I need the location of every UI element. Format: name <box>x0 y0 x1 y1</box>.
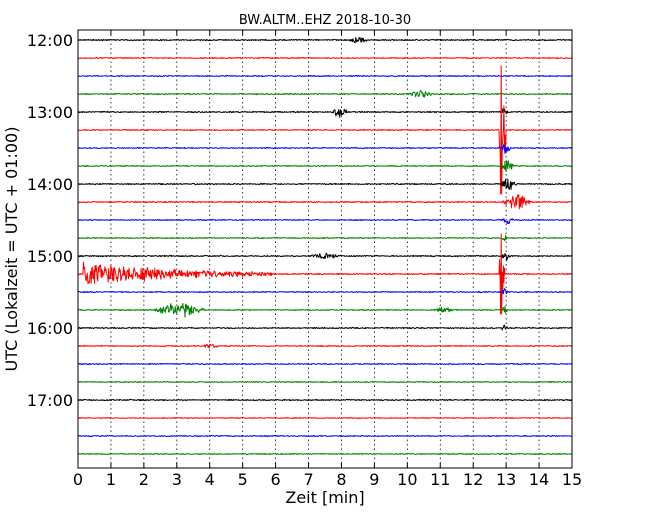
x-tick-label: 6 <box>271 470 281 489</box>
trace-1400 <box>77 178 573 190</box>
y-tick-label: 16:00 <box>27 319 73 338</box>
x-tick-label: 10 <box>397 470 417 489</box>
trace-1230 <box>77 74 573 78</box>
ticks: 0 1 2 3 4 5 6 7 8 9 10 11 12 13 14 1512:0013:0014:0015:… <box>27 30 582 489</box>
x-tick-label: 15 <box>562 470 582 489</box>
trace-1445 <box>78 234 573 242</box>
trace-1700 <box>77 398 573 402</box>
plot-frame <box>77 29 573 469</box>
x-tick-label: 11 <box>430 470 450 489</box>
x-tick-label: 5 <box>238 470 248 489</box>
trace-1215 <box>77 56 573 60</box>
trace-1715 <box>77 417 573 419</box>
trace-1200 <box>77 37 573 44</box>
trace-1630 <box>77 362 573 366</box>
x-tick-label: 12 <box>463 470 483 489</box>
x-tick-label: 13 <box>496 470 516 489</box>
x-tick-label: 3 <box>172 470 182 489</box>
trace-1730 <box>77 434 572 438</box>
x-tick-label: 1 <box>106 470 116 489</box>
trace-1330 <box>77 143 573 154</box>
trace-1615 <box>78 343 573 349</box>
trace-1415 <box>77 194 573 210</box>
x-tick-label: 14 <box>529 470 549 489</box>
y-tick-label: 12:00 <box>27 31 73 50</box>
trace-1315 <box>77 65 572 195</box>
trace-1500 <box>77 252 573 261</box>
traces <box>77 37 573 456</box>
grid <box>110 30 540 468</box>
trace-1600 <box>77 324 573 331</box>
y-tick-label: 13:00 <box>27 103 73 122</box>
trace-1745 <box>77 452 573 456</box>
y-tick-label: 17:00 <box>27 391 73 410</box>
y-tick-label: 15:00 <box>27 247 73 266</box>
trace-1545 <box>77 302 573 318</box>
x-tick-label: 2 <box>139 470 149 489</box>
trace-1645 <box>77 380 572 384</box>
trace-1345 <box>77 160 573 173</box>
x-tick-label: 0 <box>73 470 83 489</box>
trace-1430 <box>77 218 573 225</box>
x-tick-label: 8 <box>336 470 346 489</box>
y-axis-label: UTC (Lokalzeit = UTC + 01:00) <box>2 127 21 372</box>
chart-title: BW.ALTM..EHZ 2018-10-30 <box>239 13 411 28</box>
x-tick-label: 4 <box>205 470 215 489</box>
trace-1530 <box>77 288 573 295</box>
x-axis-label: Zeit [min] <box>285 488 364 507</box>
trace-1300 <box>77 108 573 118</box>
x-tick-label: 7 <box>303 470 313 489</box>
trace-1245 <box>77 90 573 98</box>
trace-1515 <box>77 233 573 315</box>
x-tick-label: 9 <box>369 470 379 489</box>
y-tick-label: 14:00 <box>27 175 73 194</box>
